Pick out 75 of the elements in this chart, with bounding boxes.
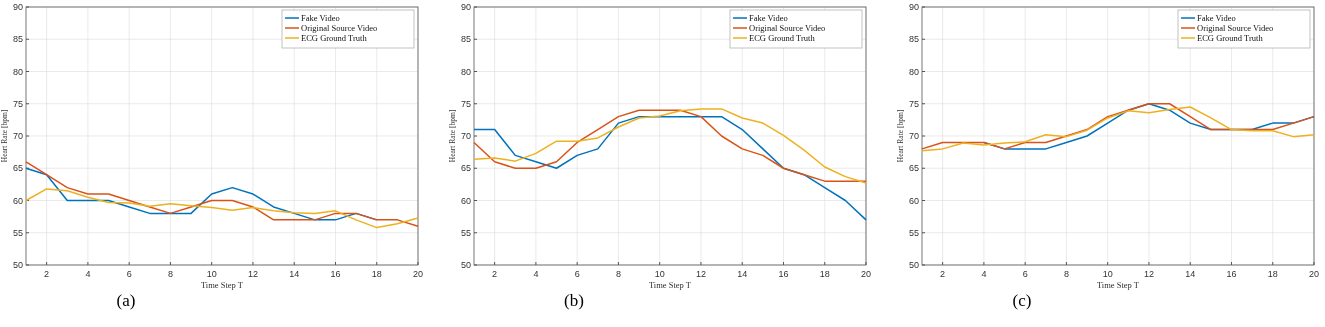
x-tick-label: 14 [1185,269,1196,279]
y-tick-label: 60 [12,195,23,206]
x-tick-label: 10 [206,269,217,279]
x-tick-label: 20 [860,269,872,279]
x-tick-label: 14 [737,269,748,279]
x-tick-label: 18 [819,269,830,279]
legend-label: Fake Video [301,13,340,23]
legend-label: Fake Video [1197,13,1236,23]
legend-label: ECG Ground Truth [301,33,368,43]
x-tick-label: 16 [1226,269,1237,279]
x-tick-label: 8 [167,269,173,279]
y-tick-label: 90 [460,2,471,12]
legend-label: Original Source Video [301,23,378,33]
x-tick-label: 16 [330,269,341,279]
y-tick-label: 80 [460,66,471,77]
x-axis-title: Time Step T [1096,280,1140,290]
legend-label: Fake Video [749,13,788,23]
y-tick-label: 85 [460,34,471,45]
y-tick-label: 75 [460,98,471,109]
line-series [25,161,419,228]
y-tick-label: 50 [460,260,471,270]
y-tick-label: 85 [908,34,919,45]
x-axis-title: Time Step T [200,280,244,290]
line-series [473,115,867,221]
y-tick-label: 55 [12,227,23,238]
x-tick-label: 20 [1308,269,1320,279]
legend-label: ECG Ground Truth [749,33,816,43]
y-tick-label: 65 [460,163,471,174]
text: (b) [564,291,584,310]
x-tick-label: 6 [126,269,132,279]
x-tick-label: 2 [940,269,946,279]
x-tick-label: 10 [654,269,665,279]
x-tick-label: 8 [615,269,621,279]
x-tick-label: 12 [1143,269,1154,279]
y-tick-label: 80 [908,66,919,77]
x-tick-label: 4 [981,269,987,279]
y-tick-label: 55 [460,227,471,238]
legend-label: Original Source Video [749,23,826,33]
x-tick-label: 2 [44,269,50,279]
x-tick-label: 4 [533,269,539,279]
x-tick-label: 10 [1102,269,1113,279]
y-tick-label: 65 [908,163,919,174]
legend-label: Original Source Video [1197,23,1274,33]
y-tick-label: 50 [12,260,23,270]
x-tick-label: 8 [1063,269,1069,279]
y-tick-label: 70 [460,131,471,141]
y-tick-label: 80 [12,66,23,77]
x-tick-label: 12 [247,269,258,279]
text: (a) [116,291,136,310]
x-tick-label: 14 [289,269,300,279]
y-tick-label: 60 [460,195,471,206]
y-tick-label: 60 [908,195,919,206]
y-tick-label: 85 [12,34,23,45]
x-tick-label: 16 [778,269,789,279]
y-tick-label: 55 [908,227,919,238]
y-tick-label: 75 [12,98,23,109]
x-tick-label: 2 [492,269,498,279]
x-tick-label: 4 [85,269,91,279]
x-tick-label: 20 [412,269,424,279]
legend-label: ECG Ground Truth [1197,33,1264,43]
x-axis-title: Time Step T [648,280,692,290]
y-tick-label: 90 [12,2,23,12]
y-tick-label: 65 [12,163,23,174]
line-series [25,188,419,229]
x-tick-label: 18 [1267,269,1278,279]
y-tick-label: 75 [908,98,919,109]
x-tick-label: 18 [371,269,382,279]
y-tick-label: 90 [908,2,919,12]
x-tick-label: 12 [695,269,706,279]
y-tick-label: 50 [908,260,919,270]
text: (c) [1012,291,1032,310]
y-tick-label: 70 [908,131,919,141]
y-tick-label: 70 [12,131,23,141]
x-tick-label: 6 [1022,269,1028,279]
x-tick-label: 6 [574,269,580,279]
